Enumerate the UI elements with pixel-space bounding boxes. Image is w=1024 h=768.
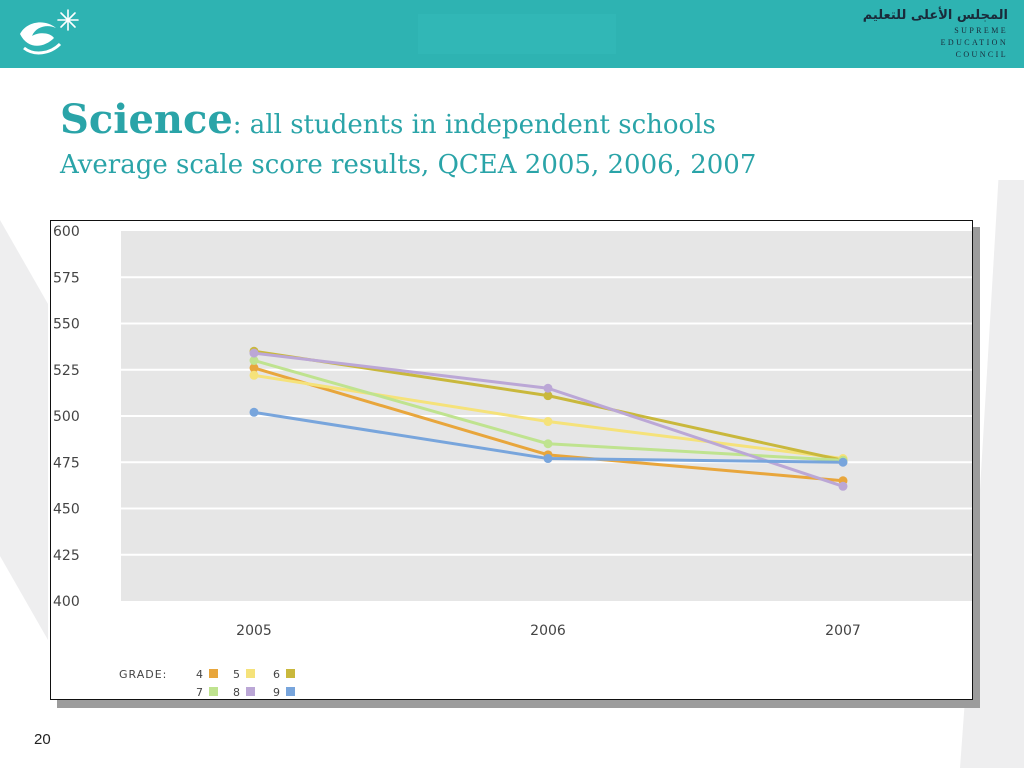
council-logo-icon <box>14 8 80 62</box>
slide-title-colon: : <box>232 110 242 140</box>
legend-label: 5 <box>233 668 240 681</box>
legend-swatch <box>286 687 295 696</box>
y-tick-label: 450 <box>53 502 80 518</box>
legend-label: 6 <box>273 668 280 681</box>
chart-frame: 600 575 550 525 500 475 450 425 400 2005 2006 2007 G… <box>50 220 973 700</box>
y-tick-label: 475 <box>53 455 80 471</box>
y-tick-label: 500 <box>53 409 80 425</box>
slide-subtitle: Average scale score results, QCEA 2005, … <box>60 150 757 180</box>
data-point-grade-5 <box>249 370 259 380</box>
header-bar: المجلس الأعلى للتعليم SUPREME EDUCATION … <box>0 0 1024 68</box>
data-point-grade-8 <box>838 481 848 491</box>
data-point-grade-9 <box>249 407 259 417</box>
x-tick-label: 2006 <box>530 623 566 639</box>
org-name-arabic: المجلس الأعلى للتعليم <box>862 8 1008 23</box>
legend-swatch <box>286 669 295 678</box>
legend-label: 7 <box>196 686 203 699</box>
y-tick-label: 575 <box>53 270 80 286</box>
org-name-line: EDUCATION <box>940 38 1008 47</box>
org-name: المجلس الأعلى للتعليم SUPREME EDUCATION … <box>863 8 1008 61</box>
legend-label: 9 <box>273 686 280 699</box>
data-point-grade-7 <box>543 439 553 449</box>
slide-title-rest: all students in independent schools <box>241 110 716 140</box>
header-panel <box>418 14 616 54</box>
legend-swatch <box>246 669 255 678</box>
org-name-line: SUPREME <box>954 26 1008 35</box>
data-point-grade-9 <box>543 454 553 464</box>
x-tick-label: 2005 <box>236 623 272 639</box>
legend-swatch <box>246 687 255 696</box>
y-tick-label: 425 <box>53 548 80 564</box>
y-tick-label: 550 <box>53 317 80 333</box>
x-tick-label: 2007 <box>825 623 861 639</box>
slide-title: Science: all students in independent sch… <box>60 96 716 143</box>
y-tick-label: 400 <box>53 594 80 610</box>
legend-title: GRADE: <box>119 668 167 681</box>
data-point-grade-6 <box>543 391 553 401</box>
data-point-grade-9 <box>838 457 848 467</box>
legend-label: 8 <box>233 686 240 699</box>
legend-swatch <box>209 687 218 696</box>
page-number: 20 <box>34 731 51 748</box>
org-name-line: COUNCIL <box>955 50 1008 59</box>
slide-title-main: Science <box>60 96 233 143</box>
data-point-grade-7 <box>249 356 259 365</box>
legend-swatch <box>209 669 218 678</box>
data-point-grade-4 <box>249 363 259 373</box>
data-point-grade-8 <box>543 383 553 393</box>
legend-label: 4 <box>196 668 203 681</box>
data-point-grade-8 <box>249 348 259 358</box>
background-shape <box>0 220 48 640</box>
data-point-grade-5 <box>543 417 553 427</box>
y-tick-label: 600 <box>53 224 80 240</box>
y-tick-label: 525 <box>53 363 80 379</box>
